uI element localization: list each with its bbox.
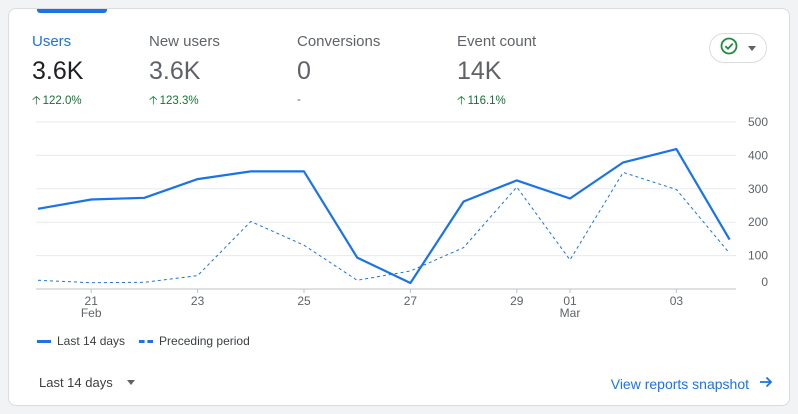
- legend-item-previous: Preceding period: [139, 334, 250, 348]
- metric-change: 🡡 122.0%: [32, 93, 83, 108]
- chart-grid: [36, 121, 736, 290]
- y-tick-label: 100: [748, 249, 768, 263]
- x-tick-label: 29: [510, 294, 524, 308]
- series-line-preceding-period: [37, 171, 730, 284]
- date-range-label: Last 14 days: [39, 375, 113, 390]
- metric-change-value: 116.1%: [467, 95, 506, 107]
- metric-tab-users[interactable]: Users 3.6K 🡡 122.0%: [32, 33, 83, 108]
- solid-line-swatch: [37, 339, 51, 343]
- view-reports-snapshot-link[interactable]: View reports snapshot: [611, 375, 773, 392]
- x-tick-month-label: Feb: [81, 306, 102, 320]
- dashed-line-swatch: [139, 339, 154, 343]
- x-tick-label: 27: [404, 294, 418, 308]
- y-tick-label: 0: [761, 275, 768, 289]
- metric-value: 3.6K: [32, 57, 84, 85]
- metric-label: Conversions: [297, 33, 381, 50]
- caret-down-icon: [126, 380, 135, 385]
- x-tick-label: 01: [563, 294, 577, 308]
- metric-value: 14K: [457, 57, 502, 85]
- x-tick-label: 21: [85, 294, 99, 308]
- metric-value: 3.6K: [149, 57, 201, 85]
- caret-down-icon: [748, 45, 756, 51]
- legend-label: Last 14 days: [57, 334, 126, 348]
- users-overview-card: Users 3.6K 🡡 122.0% New users 3.6K 🡡 123.3…: [8, 8, 790, 406]
- y-tick-label: 300: [748, 182, 768, 196]
- active-metric-indicator: [37, 9, 107, 13]
- metric-value: 0: [297, 57, 311, 85]
- arrow-up-icon: 🡡: [32, 93, 41, 107]
- metric-tab-new-users[interactable]: New users 3.6K 🡡 123.3%: [149, 33, 220, 108]
- y-tick-label: 500: [748, 115, 768, 129]
- arrow-up-icon: 🡡: [457, 93, 466, 107]
- series-line-last-14-days: [37, 148, 731, 285]
- arrow-up-icon: 🡡: [149, 93, 158, 107]
- x-tick-label: 03: [670, 294, 684, 308]
- metric-label: Users: [32, 33, 72, 50]
- metric-tab-event-count[interactable]: Event count 14K 🡡 116.1%: [457, 33, 536, 108]
- arrow-right-icon: [759, 375, 773, 392]
- chart-legend: Last 14 days Preceding period: [37, 334, 250, 348]
- chart-series: [37, 148, 731, 285]
- view-link-label: View reports snapshot: [610, 375, 749, 392]
- metric-change-value: 123.3%: [159, 95, 199, 107]
- legend-item-current: Last 14 days: [37, 334, 125, 348]
- metric-tab-conversions[interactable]: Conversions 0 -: [297, 33, 380, 107]
- metric-label: New users: [149, 33, 220, 50]
- check-circle-icon: [720, 37, 738, 60]
- x-tick-label: 25: [297, 294, 311, 308]
- metric-change-value: 122.0%: [42, 95, 82, 107]
- x-tick-label: 23: [191, 294, 205, 308]
- metric-change: 🡡 116.1%: [457, 93, 536, 108]
- date-range-dropdown[interactable]: Last 14 days: [39, 375, 135, 390]
- x-tick-month-label: Mar: [560, 306, 581, 320]
- y-tick-label: 400: [748, 148, 768, 162]
- legend-label: Preceding period: [159, 334, 250, 348]
- y-tick-label: 200: [748, 215, 768, 229]
- metric-change: -: [297, 94, 301, 106]
- y-axis: 0 100 200 300 400 500: [748, 115, 768, 289]
- metric-selector-chip[interactable]: [709, 33, 767, 63]
- metric-label: Event count: [457, 33, 537, 50]
- metric-change: 🡡 123.3%: [149, 93, 220, 108]
